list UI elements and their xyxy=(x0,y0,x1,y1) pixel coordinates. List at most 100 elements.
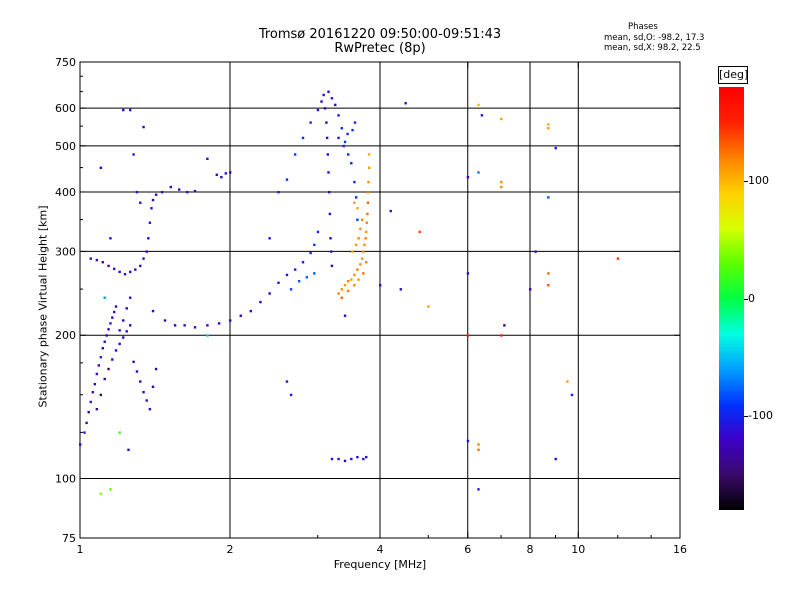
x-tick-label: 8 xyxy=(527,543,534,556)
data-point xyxy=(79,443,82,446)
data-point xyxy=(500,185,503,189)
colorbar-tick-mark xyxy=(744,298,748,300)
data-point xyxy=(217,322,221,325)
data-point xyxy=(309,251,312,255)
data-point xyxy=(97,364,101,367)
data-point xyxy=(362,457,365,461)
data-point xyxy=(334,103,337,107)
data-point xyxy=(353,180,356,184)
data-point xyxy=(107,328,110,331)
data-point xyxy=(346,280,350,283)
data-point xyxy=(220,175,223,179)
data-point xyxy=(95,258,99,262)
data-point xyxy=(365,230,368,234)
data-point xyxy=(305,276,309,279)
data-point xyxy=(342,144,345,148)
data-point xyxy=(529,288,532,291)
colorbar-unit: [deg] xyxy=(718,66,748,84)
x-tick-label: 2 xyxy=(227,543,234,556)
data-point xyxy=(127,448,130,452)
data-point xyxy=(89,400,92,404)
data-point xyxy=(346,153,350,156)
data-point xyxy=(466,439,470,443)
data-point xyxy=(350,278,353,281)
data-point xyxy=(354,243,358,247)
data-point xyxy=(503,324,506,327)
y-tick-label: 600 xyxy=(55,102,76,115)
y-tick-label: 300 xyxy=(55,245,76,258)
data-point xyxy=(122,319,125,322)
data-point xyxy=(343,459,347,463)
data-point xyxy=(139,264,142,268)
data-point xyxy=(215,173,219,177)
data-point xyxy=(277,281,280,284)
data-point xyxy=(366,201,370,204)
data-point xyxy=(327,90,330,93)
data-point xyxy=(193,326,197,329)
data-point xyxy=(132,153,135,156)
data-point xyxy=(118,342,121,346)
data-point xyxy=(337,114,340,117)
data-point xyxy=(477,448,480,452)
data-point xyxy=(129,324,132,327)
data-point xyxy=(277,190,280,194)
colorbar-tick-mark xyxy=(744,181,748,182)
data-point xyxy=(123,272,127,276)
data-point xyxy=(466,175,470,179)
data-point xyxy=(360,218,364,221)
colorbar-tick-label: 0 xyxy=(748,291,755,305)
data-points xyxy=(79,90,620,495)
data-point xyxy=(404,102,407,105)
chart-title-line2: RwPretec (8p) xyxy=(334,41,426,56)
data-point xyxy=(103,296,106,299)
data-point xyxy=(330,97,334,100)
data-point xyxy=(301,136,305,140)
data-point xyxy=(142,125,145,129)
data-point xyxy=(95,372,99,376)
data-point xyxy=(329,237,332,240)
data-point xyxy=(99,166,103,169)
data-point xyxy=(554,146,557,150)
data-point xyxy=(259,300,262,304)
data-point xyxy=(477,103,480,107)
data-point xyxy=(330,457,334,461)
data-point xyxy=(534,250,537,253)
data-point xyxy=(337,292,340,295)
data-point xyxy=(147,237,150,240)
data-point xyxy=(163,319,167,322)
data-point xyxy=(135,190,139,194)
data-point xyxy=(145,399,148,402)
data-point xyxy=(112,267,116,271)
stats-line-o: mean, sd,O: -98.2, 17.3 xyxy=(604,33,705,43)
data-point xyxy=(316,108,320,112)
data-point xyxy=(85,421,88,425)
y-tick-label: 400 xyxy=(55,186,76,199)
data-point xyxy=(103,340,106,343)
data-point xyxy=(111,358,114,361)
data-point xyxy=(353,201,356,204)
data-point xyxy=(362,250,365,253)
data-point xyxy=(118,329,121,332)
stats-header: Phases xyxy=(628,22,658,32)
data-point xyxy=(353,284,356,287)
data-point xyxy=(547,196,550,199)
data-point xyxy=(183,324,186,327)
colorbar-tick-mark xyxy=(744,416,748,417)
data-point xyxy=(466,334,470,337)
data-point xyxy=(229,319,232,322)
data-point xyxy=(466,272,470,275)
data-point xyxy=(547,123,550,126)
data-point xyxy=(340,296,344,299)
data-point xyxy=(114,349,118,352)
data-point xyxy=(239,314,242,317)
data-point xyxy=(193,189,197,193)
data-point xyxy=(313,272,316,275)
data-point xyxy=(101,347,104,350)
data-point xyxy=(129,296,132,299)
data-point xyxy=(366,190,370,194)
data-point xyxy=(313,243,316,247)
data-point xyxy=(365,261,368,264)
x-ticks: 1 2 4 6 8 10 16 xyxy=(77,62,687,556)
data-point xyxy=(357,278,360,281)
data-point xyxy=(330,250,333,253)
